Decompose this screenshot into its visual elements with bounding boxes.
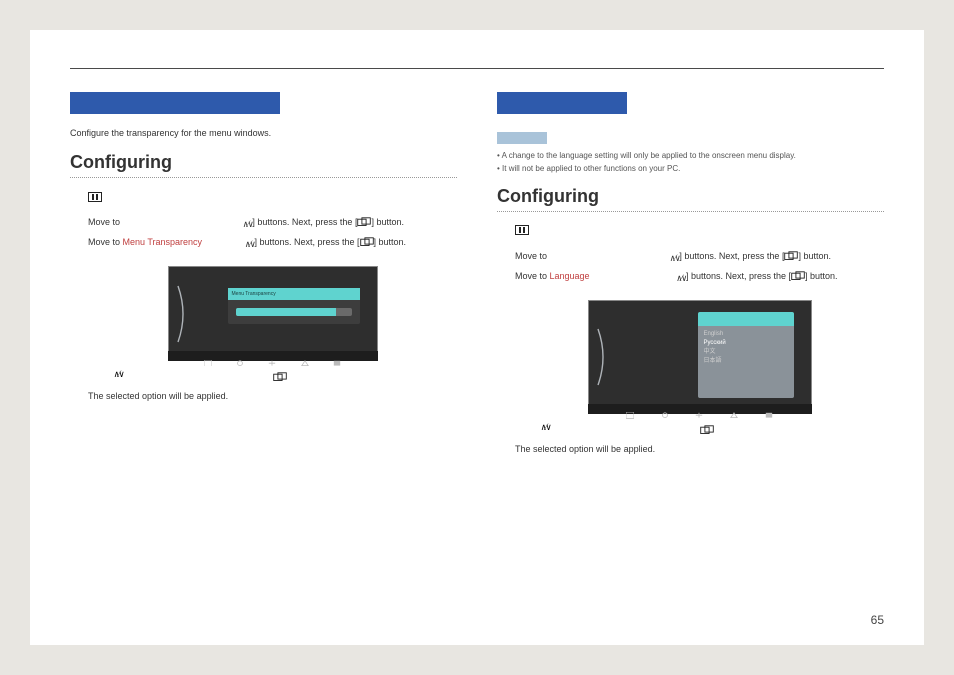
osd-icon xyxy=(515,222,884,240)
final-note: The selected option will be applied. xyxy=(88,391,457,401)
updown-icon: ∧⁄∨ xyxy=(243,217,252,234)
osd-icon xyxy=(88,188,457,206)
updown-icon: ∧⁄∨ xyxy=(541,422,550,440)
step-1: Move to ∧⁄∨] buttons. Next, press the []… xyxy=(88,214,457,234)
menu-transparency-mock: Menu Transparency xyxy=(168,266,378,361)
enter-icon xyxy=(791,270,805,287)
top-rule xyxy=(70,68,884,69)
updown-icon: ∧⁄∨ xyxy=(677,271,686,288)
step-2-suffix: ] button. xyxy=(374,237,407,247)
step-2-target: Language xyxy=(550,271,590,281)
enter-icon xyxy=(784,250,798,267)
language-mock: English Русский 中文 日本語 xyxy=(588,300,812,414)
step-1: Move to ∧⁄∨] buttons. Next, press the []… xyxy=(515,248,884,268)
step-2-prefix: Move to xyxy=(88,237,123,247)
step-1-suffix: ] button. xyxy=(798,251,831,261)
section-title-bar xyxy=(497,92,627,114)
step-2-prefix: Move to xyxy=(515,271,550,281)
notes-block: • A change to the language setting will … xyxy=(497,132,884,176)
section-title-bar xyxy=(70,92,280,114)
updown-icon: ∧⁄∨ xyxy=(670,251,679,268)
enter-icon xyxy=(360,236,374,253)
note-label-bar xyxy=(497,132,547,144)
lang-option: 日本語 xyxy=(704,357,788,366)
step-1-mid: ] buttons. Next, press the [ xyxy=(252,217,357,227)
post-icons: ∧⁄∨ xyxy=(88,369,457,387)
columns: Configure the transparency for the menu … xyxy=(70,92,884,454)
step-1-prefix: Move to xyxy=(515,251,547,261)
enter-icon xyxy=(357,216,371,233)
step-2: Move to Language ∧⁄∨] buttons. Next, pre… xyxy=(515,268,884,288)
steps: Move to ∧⁄∨] buttons. Next, press the []… xyxy=(497,222,884,454)
step-1-prefix: Move to xyxy=(88,217,120,227)
lang-option: 中文 xyxy=(704,348,788,357)
note-1: • A change to the language setting will … xyxy=(497,150,884,163)
step-1-suffix: ] button. xyxy=(371,217,404,227)
right-column: • A change to the language setting will … xyxy=(497,92,884,454)
step-2-suffix: ] button. xyxy=(805,271,838,281)
final-note: The selected option will be applied. xyxy=(515,444,884,454)
step-2-target: Menu Transparency xyxy=(123,237,203,247)
intro-text: Configure the transparency for the menu … xyxy=(70,128,457,138)
page-number: 65 xyxy=(871,613,884,627)
mock-panel-title: Menu Transparency xyxy=(228,288,360,300)
left-column: Configure the transparency for the menu … xyxy=(70,92,457,454)
step-1-mid: ] buttons. Next, press the [ xyxy=(679,251,784,261)
enter-icon xyxy=(700,422,714,440)
step-2-mid: ] buttons. Next, press the [ xyxy=(254,237,359,247)
page: Configure the transparency for the menu … xyxy=(30,30,924,645)
lang-option: Русский xyxy=(704,339,788,348)
enter-icon xyxy=(273,369,287,387)
step-2-mid: ] buttons. Next, press the [ xyxy=(686,271,791,281)
post-icons: ∧⁄∨ xyxy=(515,422,884,440)
step-2: Move to Menu Transparency ∧⁄∨] buttons. … xyxy=(88,234,457,254)
steps: Move to ∧⁄∨] buttons. Next, press the []… xyxy=(70,188,457,401)
lang-option: English xyxy=(704,330,788,339)
updown-icon: ∧⁄∨ xyxy=(114,369,123,387)
subheading: Configuring xyxy=(497,186,884,212)
subheading: Configuring xyxy=(70,152,457,178)
note-2: • It will not be applied to other functi… xyxy=(497,163,884,176)
